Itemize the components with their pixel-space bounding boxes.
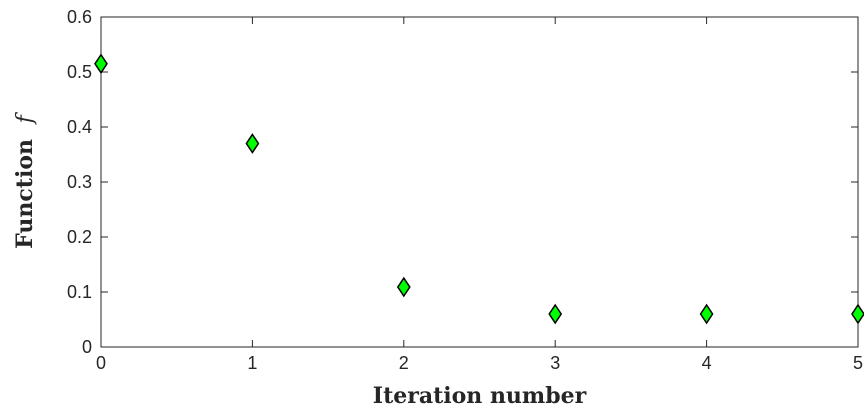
x-tick-label: 0: [96, 353, 106, 373]
x-tick-label: 4: [702, 353, 712, 373]
x-axis-title: Iteration number: [373, 383, 587, 409]
y-axis-title-text: Function: [12, 139, 38, 249]
y-tick-label: 0.2: [67, 227, 92, 247]
x-tick-label: 3: [550, 353, 560, 373]
plot-area: [100, 16, 859, 348]
y-tick-label: 0.6: [67, 7, 92, 27]
y-tick-label: 0.4: [67, 117, 92, 137]
plot-frame: [100, 16, 859, 348]
y-tick-label: 0.5: [67, 62, 92, 82]
y-axis: 0 0.1 0.2 0.3 0.4 0.5 0.6: [67, 7, 858, 357]
data-point: [548, 303, 563, 325]
data-point: [94, 53, 108, 75]
y-axis-title-symbol: f: [13, 111, 38, 125]
y-tick-label: 0.1: [67, 282, 92, 302]
x-axis: 0 1 2 3 4 5: [96, 17, 863, 373]
y-axis-title: Function f: [12, 111, 38, 248]
data-series: [94, 53, 864, 325]
x-tick-label: 1: [247, 353, 257, 373]
x-tick-label: 5: [853, 353, 863, 373]
y-tick-label: 0.3: [67, 172, 92, 192]
data-point: [396, 276, 411, 298]
data-point: [699, 303, 714, 325]
data-point: [245, 133, 260, 154]
data-point: [851, 303, 864, 325]
x-tick-label: 2: [399, 353, 409, 373]
y-tick-label: 0: [82, 337, 92, 357]
